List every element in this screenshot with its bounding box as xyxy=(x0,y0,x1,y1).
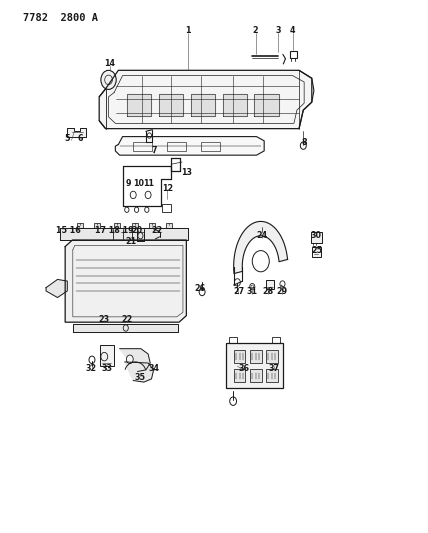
Polygon shape xyxy=(99,70,312,128)
Bar xyxy=(77,223,83,228)
Bar xyxy=(266,350,278,363)
Polygon shape xyxy=(190,94,215,116)
Text: 30: 30 xyxy=(311,231,321,240)
Polygon shape xyxy=(125,362,154,382)
Text: 5: 5 xyxy=(65,134,70,143)
Bar xyxy=(94,223,100,228)
Text: 15 16: 15 16 xyxy=(56,226,81,235)
Text: 22: 22 xyxy=(121,315,132,324)
Bar xyxy=(133,142,152,151)
Bar xyxy=(226,343,283,389)
Text: 27: 27 xyxy=(233,287,244,296)
Text: 22: 22 xyxy=(151,226,162,235)
Polygon shape xyxy=(223,94,247,116)
Bar xyxy=(312,247,321,257)
Text: 2: 2 xyxy=(253,26,259,35)
Text: 33: 33 xyxy=(101,364,112,373)
Text: 36: 36 xyxy=(238,364,249,373)
Polygon shape xyxy=(119,349,150,372)
Text: 37: 37 xyxy=(268,364,279,373)
Text: 26: 26 xyxy=(195,284,206,293)
Polygon shape xyxy=(159,94,183,116)
Polygon shape xyxy=(65,240,186,322)
Bar xyxy=(114,223,120,228)
Text: 25: 25 xyxy=(311,246,322,255)
Text: 17 18 19: 17 18 19 xyxy=(95,226,134,235)
Text: 14: 14 xyxy=(104,60,115,68)
Text: 20: 20 xyxy=(131,226,142,235)
Text: 31: 31 xyxy=(247,287,258,296)
Bar xyxy=(162,204,172,212)
Text: 8: 8 xyxy=(301,139,307,148)
Bar xyxy=(166,223,172,228)
Bar xyxy=(100,345,114,366)
Text: 9: 9 xyxy=(125,179,131,188)
Text: 6: 6 xyxy=(77,134,83,143)
Text: 28: 28 xyxy=(263,287,274,296)
Polygon shape xyxy=(116,136,264,155)
Bar xyxy=(167,142,186,151)
Text: 32: 32 xyxy=(86,364,97,373)
Polygon shape xyxy=(73,324,178,332)
Text: 12: 12 xyxy=(162,183,173,192)
Bar xyxy=(250,350,262,363)
Polygon shape xyxy=(60,228,188,240)
Bar xyxy=(290,51,297,58)
Text: 35: 35 xyxy=(134,373,145,382)
Text: 21: 21 xyxy=(125,237,137,246)
Bar xyxy=(266,280,274,289)
Bar xyxy=(132,223,138,228)
Polygon shape xyxy=(254,94,279,116)
Bar xyxy=(266,369,278,382)
Bar xyxy=(250,369,262,382)
Polygon shape xyxy=(67,127,86,136)
Bar xyxy=(311,232,321,243)
Text: 1: 1 xyxy=(185,26,190,35)
Bar xyxy=(234,369,246,382)
Text: 10: 10 xyxy=(133,179,144,188)
Text: 24: 24 xyxy=(256,231,267,240)
Text: 11: 11 xyxy=(143,179,154,188)
Bar xyxy=(229,337,237,343)
Bar xyxy=(272,337,280,343)
Bar xyxy=(149,223,155,228)
Text: 13: 13 xyxy=(181,167,192,176)
Text: 23: 23 xyxy=(98,315,109,324)
Polygon shape xyxy=(234,221,288,273)
Polygon shape xyxy=(46,279,67,297)
Text: 7782  2800 A: 7782 2800 A xyxy=(23,13,98,23)
Bar xyxy=(234,350,246,363)
Text: 4: 4 xyxy=(290,26,295,35)
Text: 34: 34 xyxy=(148,364,159,373)
Text: 29: 29 xyxy=(276,287,288,296)
Polygon shape xyxy=(127,94,152,116)
Circle shape xyxy=(126,355,133,364)
Circle shape xyxy=(101,70,116,90)
Text: 7: 7 xyxy=(152,147,157,156)
Text: 3: 3 xyxy=(275,26,280,35)
Bar xyxy=(201,142,220,151)
